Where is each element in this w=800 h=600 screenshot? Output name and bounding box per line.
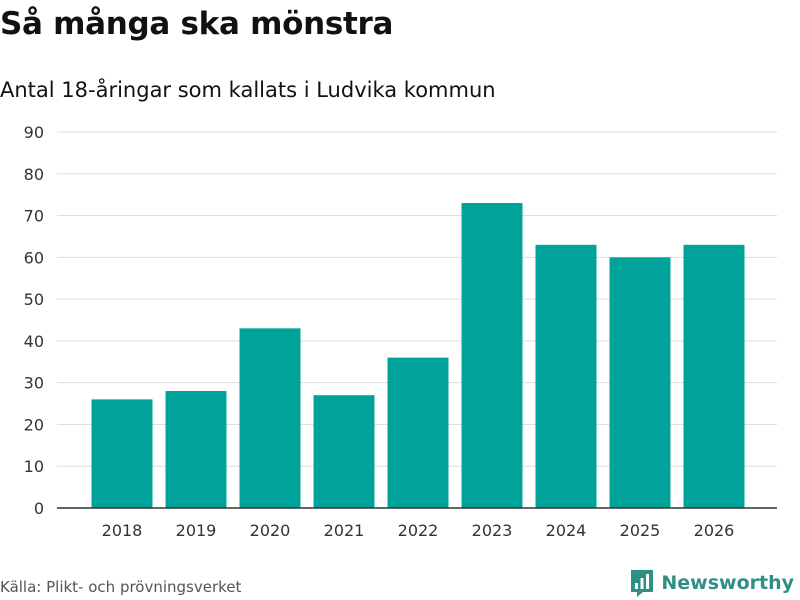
- y-tick-label: 30: [24, 374, 44, 393]
- y-tick-label: 60: [24, 248, 44, 267]
- y-tick-label: 50: [24, 290, 44, 309]
- bars: [91, 203, 745, 509]
- y-tick-label: 70: [24, 207, 44, 226]
- y-tick-label: 10: [24, 457, 44, 476]
- brand-name: Newsworthy: [661, 572, 794, 594]
- x-tick-label: 2020: [250, 521, 291, 540]
- chart-subtitle: Antal 18-åringar som kallats i Ludvika k…: [0, 78, 496, 102]
- x-tick-label: 2021: [324, 521, 365, 540]
- x-tick-label: 2026: [694, 521, 735, 540]
- x-tick-label: 2025: [620, 521, 661, 540]
- bar: [683, 244, 745, 509]
- bar: [91, 399, 153, 508]
- newsworthy-logo-icon: [631, 570, 654, 597]
- y-tick-label: 90: [24, 123, 44, 142]
- y-axis-tick-labels: 0 10 20 30 40 50 60 70 80 90: [24, 123, 44, 518]
- bar: [461, 203, 523, 508]
- bar: [535, 244, 597, 509]
- bar: [165, 391, 227, 508]
- y-tick-label: 0: [34, 499, 44, 518]
- x-tick-label: 2022: [398, 521, 439, 540]
- bar: [313, 395, 375, 508]
- x-tick-label: 2024: [546, 521, 587, 540]
- x-tick-label: 2019: [176, 521, 217, 540]
- bar-chart: 0 10 20 30 40 50 60 70 80 90 2018 2019 2020 2021 2022…: [24, 123, 777, 540]
- y-tick-label: 40: [24, 332, 44, 351]
- x-tick-label: 2023: [472, 521, 513, 540]
- brand-logo: Newsworthy: [629, 568, 794, 598]
- x-axis-tick-labels: 2018 2019 2020 2021 2022 2023 2024 2025 2026: [102, 521, 735, 540]
- y-tick-label: 80: [24, 165, 44, 184]
- source-note: Källa: Plikt- och prövningsverket: [0, 578, 242, 596]
- x-tick-label: 2018: [102, 521, 143, 540]
- bar: [387, 357, 449, 508]
- bar: [239, 328, 301, 508]
- y-tick-label: 20: [24, 415, 44, 434]
- bar: [609, 257, 671, 508]
- chart-title: Så många ska mönstra: [0, 6, 394, 42]
